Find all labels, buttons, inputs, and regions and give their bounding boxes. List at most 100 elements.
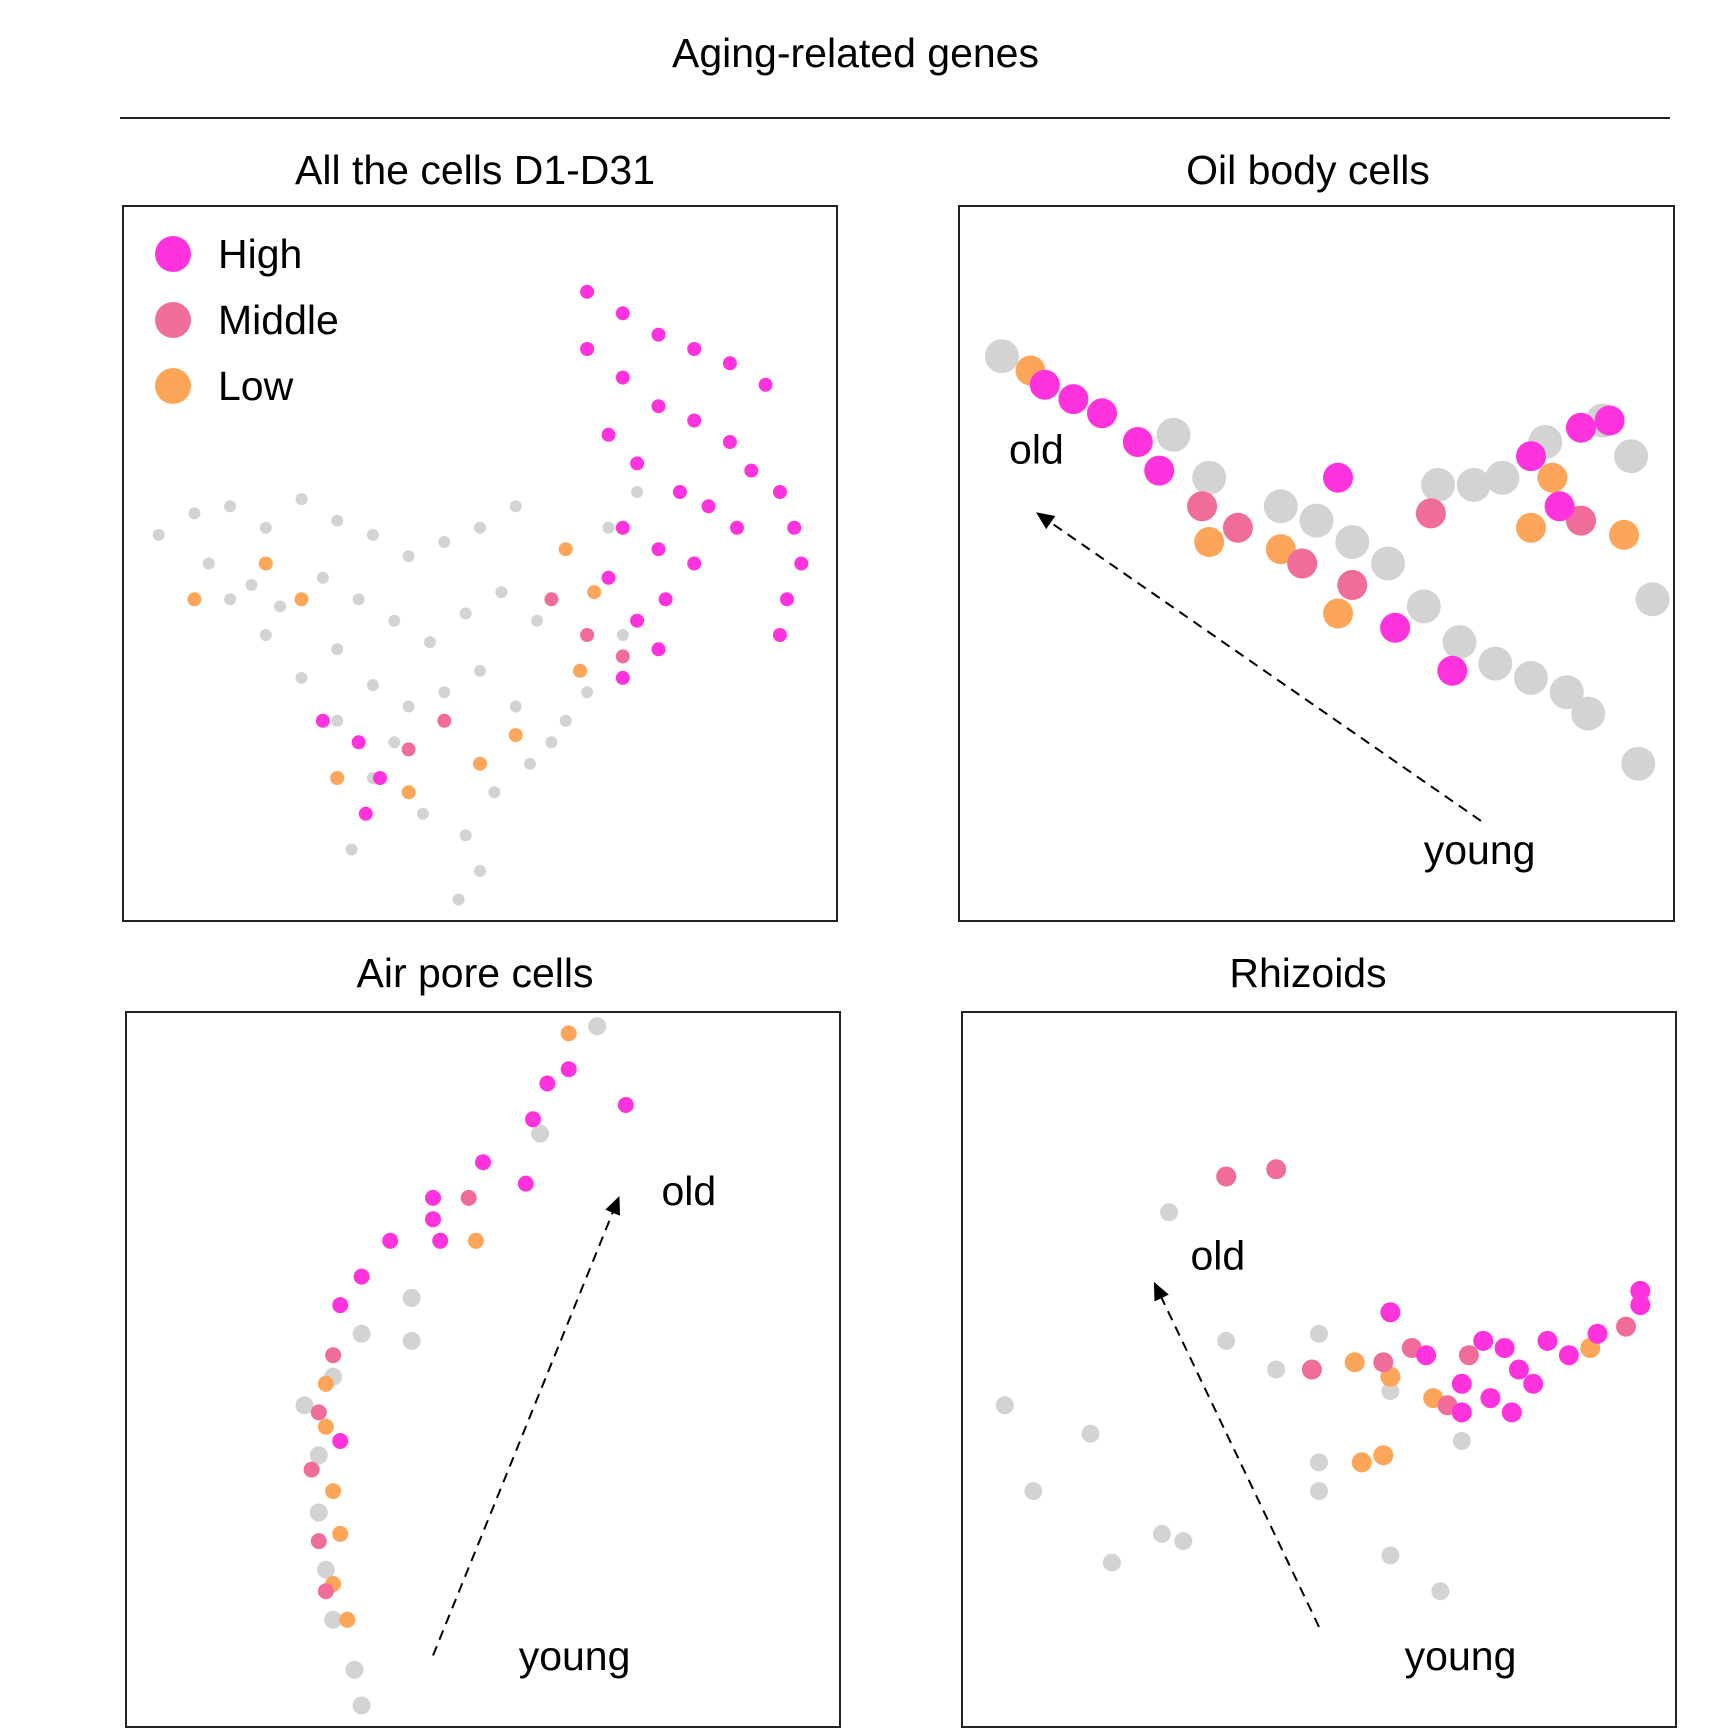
point-high: [425, 1189, 441, 1206]
arrow-label-old: old: [662, 1168, 717, 1214]
point-high: [1516, 441, 1546, 472]
point-background: [1371, 546, 1405, 581]
point-high: [1029, 369, 1060, 400]
point-background: [616, 629, 629, 641]
point-background: [1335, 525, 1370, 559]
point-high: [687, 556, 702, 571]
point-background: [1156, 417, 1191, 452]
point-high: [1058, 384, 1089, 415]
point-high: [1451, 1373, 1472, 1394]
point-background: [1081, 1424, 1100, 1443]
point-background: [509, 700, 522, 713]
point-middle: [317, 1583, 334, 1600]
point-background: [188, 507, 201, 520]
point-background: [1456, 467, 1491, 502]
point-high: [1473, 1330, 1494, 1351]
point-high: [1323, 462, 1353, 493]
point-high: [651, 542, 666, 557]
point-background: [488, 786, 501, 799]
panel-rhizoids: young old: [961, 1011, 1677, 1728]
point-background: [1310, 1324, 1328, 1343]
point-background: [1514, 660, 1548, 695]
point-middle: [1458, 1345, 1479, 1366]
plot-frame: [122, 205, 838, 922]
point-high: [1630, 1280, 1651, 1301]
point-middle: [325, 1347, 342, 1364]
point-low: [573, 663, 587, 678]
point-high: [1523, 1373, 1544, 1394]
point-background: [1621, 746, 1656, 781]
point-background: [316, 571, 329, 584]
point-background: [352, 1324, 371, 1343]
point-high: [722, 435, 737, 449]
point-low: [473, 756, 487, 771]
point-background: [459, 607, 472, 620]
point-high: [351, 735, 366, 750]
point-low: [1537, 462, 1568, 493]
point-background: [531, 1124, 550, 1143]
point-background: [509, 500, 522, 513]
point-low: [332, 1525, 349, 1542]
point-middle: [1301, 1359, 1322, 1380]
arrow-label-old: old: [1009, 426, 1064, 472]
point-high: [1594, 405, 1625, 436]
point-high: [651, 642, 666, 657]
point-middle: [1187, 491, 1218, 522]
point-high: [617, 1097, 634, 1113]
point-background: [316, 1560, 335, 1579]
point-background: [331, 714, 344, 727]
point-low: [1516, 512, 1546, 543]
point-high: [744, 463, 759, 478]
trajectory-arrow: [1153, 1281, 1320, 1628]
point-background: [1263, 489, 1298, 524]
point-high: [475, 1154, 491, 1171]
point-high: [432, 1232, 449, 1249]
figure-title: Aging-related genes: [672, 30, 1039, 76]
point-low: [587, 585, 602, 600]
point-high: [1087, 398, 1117, 429]
plot-frame: [125, 1011, 841, 1728]
point-high: [425, 1211, 441, 1228]
point-background: [388, 614, 401, 627]
point-middle: [1266, 1159, 1287, 1180]
point-background: [1160, 1203, 1179, 1222]
point-background: [331, 643, 344, 656]
point-background: [295, 1396, 314, 1415]
point-background: [1571, 696, 1606, 731]
point-background: [224, 500, 237, 513]
point-background: [331, 514, 344, 527]
point-low: [1323, 598, 1353, 629]
point-background: [274, 600, 287, 613]
point-high: [1380, 1302, 1401, 1323]
point-high: [382, 1232, 399, 1249]
panel-title-rhizoids: Rhizoids: [1229, 950, 1387, 996]
point-low: [317, 1418, 334, 1435]
point-background: [474, 865, 486, 877]
point-high: [1537, 1330, 1558, 1351]
point-background: [309, 1503, 328, 1522]
panel-title-all-cells: All the cells D1-D31: [294, 147, 656, 193]
point-high: [1144, 455, 1175, 486]
point-background: [474, 664, 486, 677]
panel-air-pore: young old: [125, 1011, 841, 1728]
point-high: [615, 306, 630, 321]
point-background: [345, 843, 358, 856]
point-background: [402, 550, 415, 563]
point-background: [1431, 1582, 1450, 1601]
point-background: [631, 486, 644, 498]
trajectory-arrow: [1036, 512, 1482, 822]
point-background: [452, 893, 465, 906]
point-middle: [1287, 548, 1318, 579]
point-background: [1174, 1532, 1193, 1551]
point-high: [1558, 1345, 1579, 1366]
point-low: [1609, 519, 1639, 550]
point-low: [1194, 527, 1225, 557]
point-low: [294, 592, 309, 607]
point-background: [531, 614, 544, 627]
panel-title-air-pore: Air pore cells: [356, 950, 594, 996]
legend-marker-high: [155, 236, 191, 272]
point-background: [581, 686, 594, 699]
point-background: [1299, 503, 1334, 538]
point-high: [672, 485, 687, 499]
legend-label-middle: Middle: [218, 297, 339, 343]
